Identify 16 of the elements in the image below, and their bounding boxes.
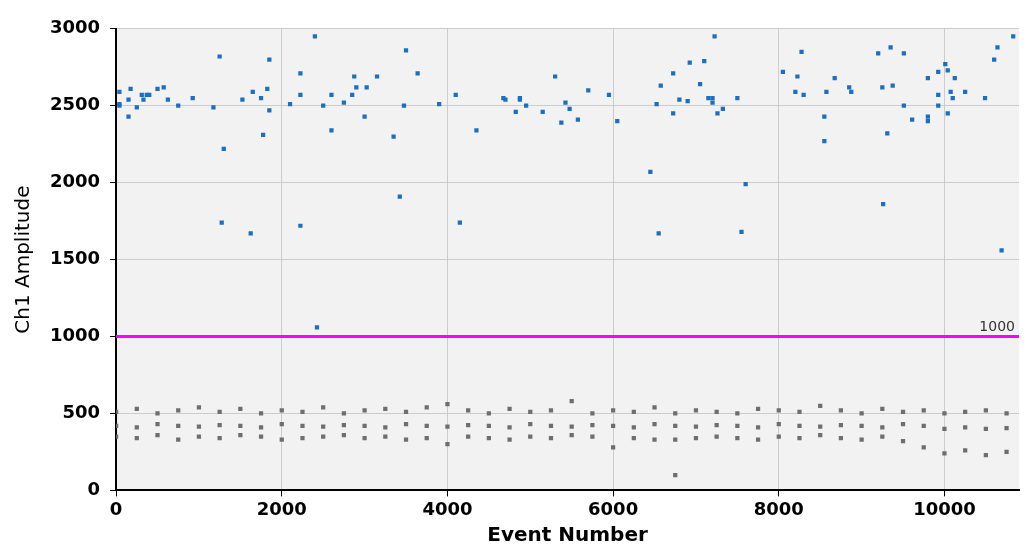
x-tick-label: 4000 — [422, 497, 473, 519]
y-tick-label: 1000 — [49, 324, 101, 346]
y-tick-label: 2500 — [49, 93, 101, 115]
ref-line-label: 1000 — [979, 318, 1015, 335]
y-tick-label: 2000 — [49, 170, 101, 192]
y-axis-title: Ch1 Amplitude — [10, 185, 35, 334]
y-tick-label: 0 — [87, 478, 101, 500]
y-tick-label: 1500 — [49, 247, 101, 269]
y-tick-label: 500 — [62, 401, 101, 423]
x-tick-label: 2000 — [256, 497, 307, 519]
x-axis-title: Event Number — [487, 522, 648, 547]
y-tick-label: 3000 — [49, 16, 101, 38]
x-tick-label: 6000 — [588, 497, 639, 519]
x-tick-label: 8000 — [753, 497, 804, 519]
x-tick-label: 0 — [109, 497, 123, 519]
x-tick-label: 10000 — [913, 497, 976, 519]
